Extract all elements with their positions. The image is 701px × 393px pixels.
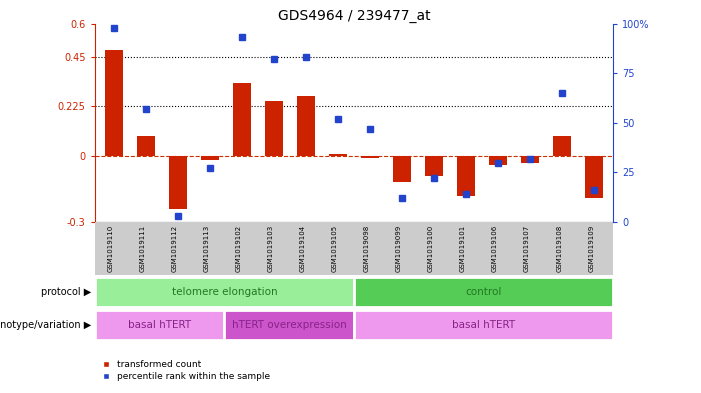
Bar [95,310,224,340]
Bar [297,96,315,156]
Text: GSM1019111: GSM1019111 [140,225,146,272]
Text: genotype/variation ▶: genotype/variation ▶ [0,320,91,330]
Bar [224,310,354,340]
Text: GSM1019106: GSM1019106 [492,225,498,272]
Bar [169,156,186,209]
Bar [233,83,251,156]
Bar [361,156,379,158]
Text: GSM1019103: GSM1019103 [268,225,274,272]
Text: GSM1019113: GSM1019113 [204,225,210,272]
Text: GSM1019102: GSM1019102 [236,225,242,272]
Bar [585,156,603,198]
Text: GSM1019100: GSM1019100 [428,225,434,272]
Text: GSM1019109: GSM1019109 [588,225,594,272]
Bar [522,156,539,163]
Text: protocol ▶: protocol ▶ [41,287,91,297]
Text: hTERT overexpression: hTERT overexpression [232,320,346,330]
Text: control: control [465,287,502,297]
Text: GSM1019108: GSM1019108 [556,225,562,272]
Bar [426,156,443,176]
Text: basal hTERT: basal hTERT [452,320,515,330]
Bar [457,156,475,196]
Bar [201,156,219,160]
Bar [265,101,283,156]
Text: GSM1019098: GSM1019098 [364,225,370,272]
Bar [489,156,507,165]
Text: GSM1019112: GSM1019112 [172,225,178,272]
Text: GSM1019105: GSM1019105 [332,225,338,272]
Bar [105,50,123,156]
Text: GSM1019107: GSM1019107 [524,225,530,272]
Legend: transformed count, percentile rank within the sample: transformed count, percentile rank withi… [99,356,274,385]
Bar [95,277,354,307]
Text: GSM1019099: GSM1019099 [396,225,402,272]
Text: GSM1019104: GSM1019104 [300,225,306,272]
Bar [354,310,613,340]
Title: GDS4964 / 239477_at: GDS4964 / 239477_at [278,9,430,22]
Text: telomere elongation: telomere elongation [172,287,277,297]
Bar [553,136,571,156]
Bar [354,277,613,307]
Bar [329,154,347,156]
Bar [393,156,411,182]
Bar [137,136,155,156]
Text: GSM1019110: GSM1019110 [108,225,114,272]
Text: GSM1019101: GSM1019101 [460,225,466,272]
Text: basal hTERT: basal hTERT [128,320,191,330]
